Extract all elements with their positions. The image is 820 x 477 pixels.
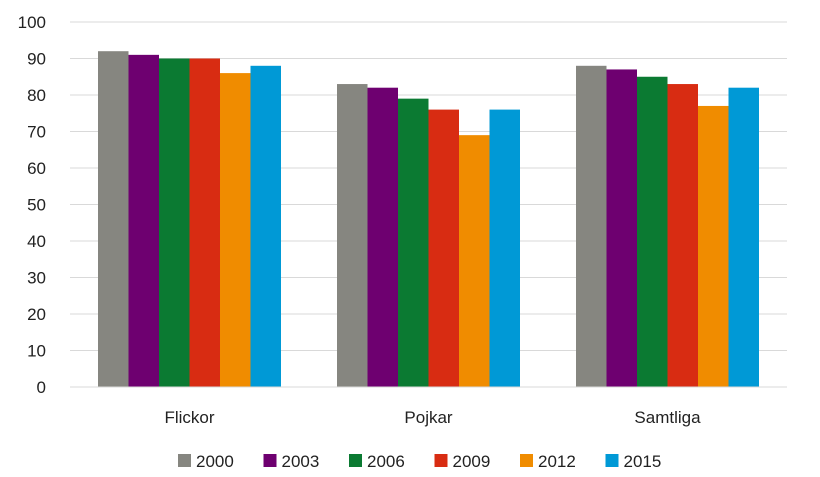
legend-swatch-2006 [349,454,362,467]
x-axis-category-labels: Flickor Pojkar Samtliga [164,408,701,427]
y-axis-tick-labels: 0 10 20 30 40 50 60 70 80 90 100 [18,13,46,397]
bar-2015-pojkar [489,109,520,387]
y-tick-label: 80 [27,86,46,105]
bar-2015-flickor [250,65,281,388]
bar-2009-pojkar [428,109,459,387]
bar-2003-samtliga [606,69,637,387]
x-category-label: Pojkar [404,408,453,427]
legend: 2000 2003 2006 2009 2012 2015 [178,452,661,471]
legend-swatch-2000 [178,454,191,467]
y-tick-label: 50 [27,196,46,215]
x-category-label: Samtliga [634,408,701,427]
y-tick-label: 60 [27,159,46,178]
bar-2015-samtliga [728,87,759,387]
bar-2003-flickor [128,54,159,387]
legend-label: 2012 [538,452,576,471]
legend-label: 2009 [453,452,491,471]
y-tick-label: 0 [37,378,46,397]
bar-2012-flickor [220,73,251,387]
legend-swatch-2009 [434,454,448,467]
bar-2012-samtliga [698,105,729,387]
legend-label: 2000 [196,452,234,471]
bar-2003-pojkar [367,87,398,387]
bar-2000-samtliga [576,65,607,388]
legend-label: 2003 [282,452,320,471]
bar-2006-samtliga [637,76,668,387]
legend-label: 2015 [624,452,662,471]
legend-swatch-2015 [605,454,619,467]
y-tick-label: 90 [27,50,46,69]
bar-2000-pojkar [337,84,368,388]
bar-2006-flickor [159,58,190,387]
bar-2006-pojkar [398,98,429,388]
legend-swatch-2012 [520,454,533,467]
bar-2000-flickor [98,51,129,387]
x-category-label: Flickor [164,408,214,427]
bar-2009-samtliga [667,84,698,388]
y-tick-label: 10 [27,342,46,361]
y-tick-label: 100 [18,13,46,32]
legend-label: 2006 [367,452,405,471]
legend-swatch-2003 [263,454,277,467]
bar-2012-pojkar [459,135,490,387]
bars [98,51,759,388]
y-tick-label: 40 [27,232,46,251]
y-tick-label: 30 [27,269,46,288]
y-tick-label: 70 [27,123,46,142]
bar-2009-flickor [189,58,220,387]
y-tick-label: 20 [27,305,46,324]
